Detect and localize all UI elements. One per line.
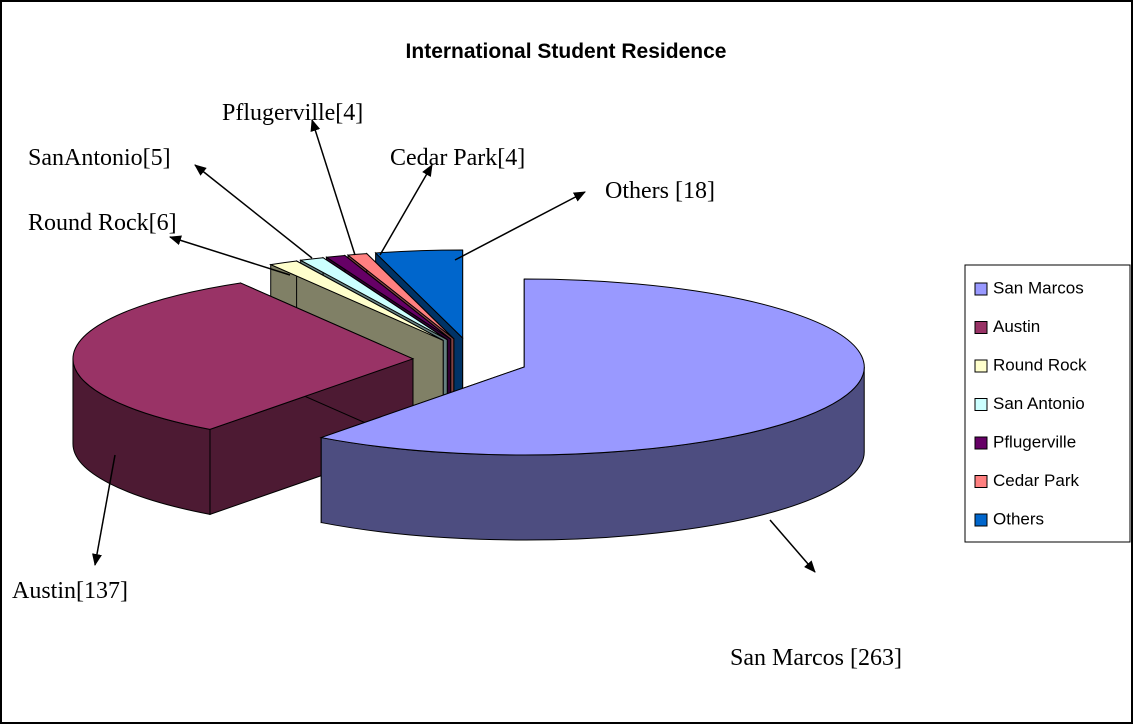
- legend-label: Pflugerville: [993, 432, 1076, 451]
- data-label: Cedar Park[4]: [390, 145, 525, 171]
- data-label: Others [18]: [605, 178, 715, 204]
- label-arrow: [169, 235, 291, 276]
- slice: [299, 257, 448, 341]
- data-label: Round Rock[6]: [28, 210, 177, 236]
- slice: [374, 249, 464, 340]
- legend-label: Others: [993, 509, 1044, 528]
- label-arrow: [194, 164, 313, 259]
- legend-swatch: [974, 475, 988, 488]
- label-arrow: [92, 454, 116, 566]
- data-label: Austin[137]: [12, 578, 128, 604]
- legend-swatch: [974, 321, 988, 334]
- legend-swatch: [974, 282, 988, 296]
- label-arrow: [310, 119, 356, 256]
- label-arrow: [379, 164, 433, 256]
- legend-label: Round Rock: [993, 355, 1087, 374]
- slice: [325, 254, 451, 340]
- slice: [268, 260, 444, 341]
- legend-swatch: [974, 398, 988, 411]
- legend-label: San Antonio: [993, 394, 1085, 413]
- slice: [72, 282, 415, 430]
- legend-swatch: [974, 436, 988, 450]
- legend-label: San Marcos: [993, 278, 1084, 297]
- legend-label: Cedar Park: [993, 471, 1079, 490]
- legend-label: Austin: [993, 317, 1040, 336]
- data-label: San Marcos [263]: [730, 645, 902, 671]
- legend-swatch: [974, 359, 988, 373]
- data-label: SanAntonio[5]: [28, 145, 171, 171]
- data-label: Pflugerville[4]: [222, 100, 363, 126]
- legend-swatch: [974, 513, 988, 527]
- legend-box: [964, 264, 1131, 543]
- label-arrow: [454, 191, 586, 261]
- label-arrow: [769, 519, 816, 573]
- slice: [319, 278, 865, 456]
- chart-title: International Student Residence: [406, 40, 727, 63]
- slice: [346, 253, 455, 340]
